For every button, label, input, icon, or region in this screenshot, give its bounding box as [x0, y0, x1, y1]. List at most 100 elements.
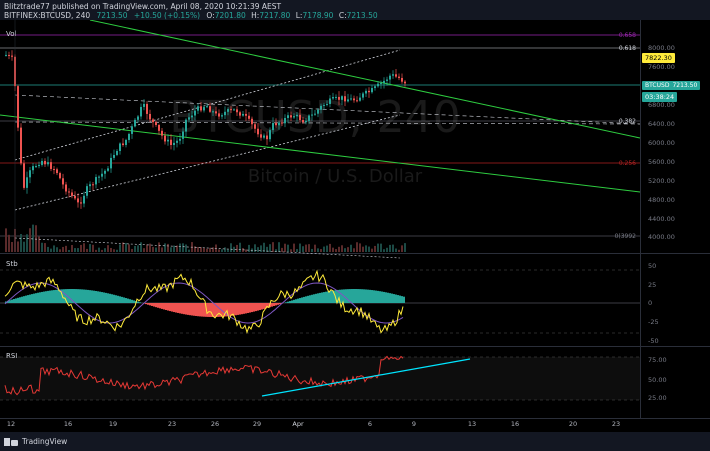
stoch-hist-bar	[273, 303, 275, 307]
stoch-hist-bar	[333, 290, 335, 303]
stoch-hist-bar	[137, 301, 139, 303]
stoch-hist-bar	[115, 295, 117, 303]
volume-bar	[47, 246, 49, 252]
volume-label: Vol	[6, 30, 17, 38]
stoch-hist-bar	[81, 289, 83, 303]
brand-name: TradingView	[22, 437, 68, 446]
stoch-hist-bar	[309, 295, 311, 303]
stoch-hist-bar	[151, 303, 153, 306]
stoch-hist-bar	[145, 303, 147, 305]
candle-body	[275, 122, 277, 126]
stoch-hist-bar	[391, 293, 393, 303]
volume-bar	[65, 245, 67, 252]
volume-bar	[179, 243, 181, 252]
candle-body	[5, 54, 7, 56]
channel-lines[interactable]	[14, 49, 641, 259]
candle-body	[329, 98, 331, 104]
tradingview-icon	[4, 437, 18, 446]
volume-bar	[8, 234, 10, 252]
candle-body	[251, 118, 253, 125]
stoch-hist-bar	[237, 303, 239, 315]
stoch-label: Stb	[6, 260, 18, 268]
stoch-hist-bar	[39, 292, 41, 303]
volume-bar	[308, 244, 310, 252]
candle-body	[269, 130, 271, 140]
stoch-hist-bar	[265, 303, 267, 309]
candle-body	[326, 103, 328, 105]
volume-bar	[392, 244, 394, 252]
stoch-hist-bar	[197, 303, 199, 317]
stoch-hist-bar	[221, 303, 223, 317]
stoch-hist-bar	[271, 303, 273, 307]
volume-bar	[305, 244, 307, 252]
volume-bar	[167, 243, 169, 252]
volume-bar	[326, 245, 328, 252]
rsi-label: RSI	[6, 352, 17, 360]
stoch-hist-bar	[377, 290, 379, 303]
stoch-hist-bar	[21, 296, 23, 303]
chart-canvas[interactable]: BTCUSD, 240 Bitcoin / U.S. Dollar 0.658 …	[0, 20, 710, 432]
watermark-subtitle: Bitcoin / U.S. Dollar	[248, 166, 423, 187]
stoch-hist-bar	[329, 291, 331, 303]
candle-body	[17, 86, 19, 128]
stoch-hist-bar	[163, 303, 165, 310]
stoch-hist-bar	[213, 303, 215, 317]
channel-upper-line[interactable]	[14, 49, 401, 161]
stoch-hist-bar	[9, 300, 11, 303]
horizontal-dashed-line-2[interactable]	[14, 121, 641, 125]
stoch-hist-bar	[347, 289, 349, 303]
fib-levels[interactable]	[0, 34, 640, 237]
tradingview-logo[interactable]: TradingView	[4, 437, 67, 446]
main-pane[interactable]	[0, 20, 640, 252]
time-tick: 13	[467, 420, 477, 428]
stoch-hist-bar	[53, 290, 55, 303]
stoch-hist-bar	[253, 303, 255, 312]
stoch-hist-bar	[369, 289, 371, 303]
time-tick: 20	[568, 420, 578, 428]
candle-body	[68, 191, 70, 193]
volume-bar	[182, 243, 184, 252]
stoch-hist-bar	[109, 293, 111, 303]
stoch-hist-bar	[29, 294, 31, 303]
publish-info: Blitztrade77 published on TradingView.co…	[4, 2, 282, 11]
trend-lines[interactable]	[0, 20, 641, 193]
volume-bar	[107, 245, 109, 252]
close-label: C:	[338, 11, 347, 20]
candle-body	[116, 150, 118, 155]
candle-body	[122, 143, 124, 145]
rsi-trend-line[interactable]	[261, 358, 471, 397]
volume-bar	[155, 247, 157, 252]
volume-dashed-line[interactable]	[14, 237, 401, 259]
trend-line-upper[interactable]	[89, 20, 641, 139]
stoch-hist-bar	[375, 290, 377, 303]
stoch-hist-bar	[393, 294, 395, 303]
stoch-hist-bar	[31, 294, 33, 303]
footer-bar: TradingView	[0, 432, 710, 451]
candle-body	[125, 139, 127, 145]
candle-body	[389, 75, 391, 80]
stoch-hist-bar	[189, 303, 191, 316]
volume-bar	[245, 249, 247, 252]
candle-body	[20, 127, 22, 164]
volume-bar	[98, 247, 100, 252]
volume-bar	[62, 246, 64, 252]
symbol-name[interactable]: BITFINEX:BTCUSD, 240	[4, 11, 91, 20]
volume-bar	[110, 247, 112, 252]
stoch-hist-bar	[267, 303, 269, 308]
stoch-hist-bar	[233, 303, 235, 316]
volume-bar	[299, 243, 301, 252]
volume-bar	[272, 242, 274, 252]
candle-body	[314, 113, 316, 115]
candle-body	[338, 96, 340, 100]
stoch-hist-bar	[33, 293, 35, 303]
volume-bar	[317, 248, 319, 252]
horizontal-dashed-line[interactable]	[14, 94, 641, 125]
candle-body	[212, 111, 214, 113]
candle-body	[146, 103, 148, 114]
candle-body	[83, 195, 85, 204]
trend-line-lower[interactable]	[0, 114, 641, 193]
volume-bar	[59, 249, 61, 252]
volume-bar	[218, 249, 220, 252]
candle-body	[362, 93, 364, 98]
candle-body	[347, 99, 349, 102]
